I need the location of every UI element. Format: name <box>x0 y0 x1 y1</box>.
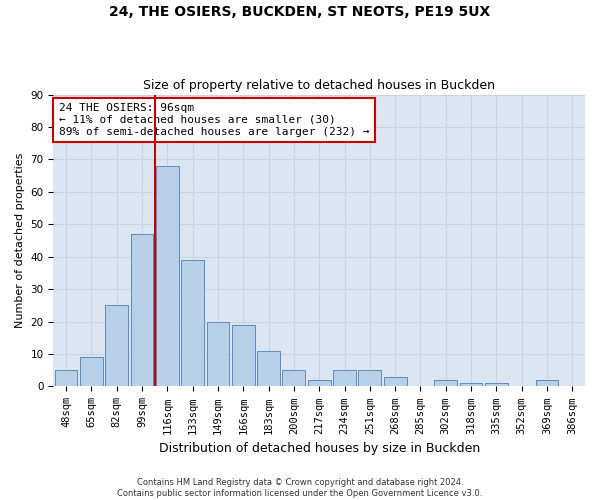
Bar <box>384 376 407 386</box>
Bar <box>536 380 559 386</box>
Bar <box>206 322 229 386</box>
Bar <box>156 166 179 386</box>
Bar <box>460 383 482 386</box>
Bar <box>283 370 305 386</box>
Bar <box>257 351 280 386</box>
Bar <box>358 370 381 386</box>
Bar <box>485 383 508 386</box>
Bar <box>55 370 77 386</box>
Y-axis label: Number of detached properties: Number of detached properties <box>15 153 25 328</box>
Bar <box>105 306 128 386</box>
Text: 24 THE OSIERS: 96sqm
← 11% of detached houses are smaller (30)
89% of semi-detac: 24 THE OSIERS: 96sqm ← 11% of detached h… <box>59 104 369 136</box>
Text: 24, THE OSIERS, BUCKDEN, ST NEOTS, PE19 5UX: 24, THE OSIERS, BUCKDEN, ST NEOTS, PE19 … <box>109 5 491 19</box>
Bar <box>131 234 154 386</box>
Bar <box>434 380 457 386</box>
Bar <box>232 325 254 386</box>
Bar <box>80 358 103 386</box>
Bar <box>333 370 356 386</box>
Bar <box>308 380 331 386</box>
X-axis label: Distribution of detached houses by size in Buckden: Distribution of detached houses by size … <box>158 442 480 455</box>
Text: Contains HM Land Registry data © Crown copyright and database right 2024.
Contai: Contains HM Land Registry data © Crown c… <box>118 478 482 498</box>
Title: Size of property relative to detached houses in Buckden: Size of property relative to detached ho… <box>143 79 495 92</box>
Bar <box>181 260 204 386</box>
